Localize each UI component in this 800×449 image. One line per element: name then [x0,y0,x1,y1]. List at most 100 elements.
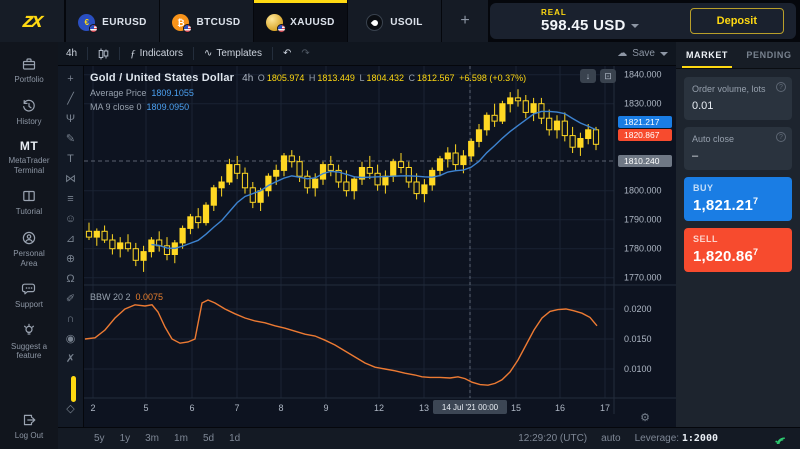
auto-close-value[interactable]: – [692,150,784,162]
indicators-button[interactable]: ƒIndicators [130,48,183,60]
order-volume-field[interactable]: Order volume, lots 0.01 ? [684,77,792,120]
clock-utc: 12:29:20 (UTC) [518,433,587,444]
svg-text:1840.000: 1840.000 [624,70,662,80]
tab-btcusd[interactable]: ₿ BTCUSD [160,0,253,42]
chart-region: +╱Ψ✎T⋈≡☺⊿⊕Ω✐∩◉✗◇ 1840.0001830.0001800.00… [58,66,676,427]
briefcase-icon [21,56,37,72]
svg-text:8: 8 [278,403,283,413]
trend-line-tool[interactable]: ╱ [61,91,81,107]
tab-pending[interactable]: PENDING [738,42,800,68]
chat-bubble-icon [21,281,37,297]
chart-workspace: 4h ƒIndicators ∿Templates ↶ ↷ ☁ Save + ╱ Ψ… [58,42,676,427]
book-icon [21,188,37,204]
help-icon[interactable]: ? [776,82,786,92]
forecast-tool[interactable]: ≡ [61,191,81,207]
screenshot-button[interactable]: ⊡ [600,69,616,83]
axis-settings-gear-icon[interactable]: ⚙ [640,411,650,424]
remove-all-tool[interactable]: ✗ [61,351,81,367]
deposit-button[interactable]: Deposit [690,8,784,34]
sidebar-item-suggest-feature[interactable]: Suggest a feature [0,323,58,361]
svg-text:1780.000: 1780.000 [624,244,662,254]
chart-type-button[interactable] [98,48,109,60]
timeframe-button[interactable]: 4h [66,48,77,59]
range-5y-button[interactable]: 5y [94,433,105,444]
range-5d-button[interactable]: 5d [203,433,214,444]
cloud-icon: ☁ [617,48,627,59]
range-1m-button[interactable]: 1m [174,433,188,444]
svg-text:0.0100: 0.0100 [624,364,652,374]
svg-text:17: 17 [600,403,610,413]
svg-text:1830.000: 1830.000 [624,99,662,109]
hide-all-tool[interactable]: ◉ [61,331,81,347]
candlestick-icon [98,48,109,60]
tab-usoil[interactable]: USOIL [348,0,441,42]
svg-text:2: 2 [90,403,95,413]
sell-price: 1,820.867 [693,247,783,265]
emoji-tool[interactable]: ☺ [61,211,81,227]
svg-text:14 Jul '21 00:00: 14 Jul '21 00:00 [442,403,499,412]
pattern-tool[interactable]: ⋈ [61,171,81,187]
svg-text:1810.240: 1810.240 [624,156,660,166]
sidebar-item-metatrader-terminal[interactable]: MT MetaTrader Terminal [0,139,58,175]
gold-coin-icon [266,14,283,31]
range-1y-button[interactable]: 1y [120,433,131,444]
brand-logo[interactable]: zx [0,0,64,42]
sidebar-item-personal-area[interactable]: Personal Area [0,230,58,268]
tab-eurusd[interactable]: € EURUSD [66,0,159,42]
pitchfork-tool[interactable]: Ψ [61,111,81,127]
svg-text:0.0150: 0.0150 [624,334,652,344]
sell-button[interactable]: SELL 1,820.867 [684,228,792,272]
bottom-bar: 5y 1y 3m 1m 5d 1d 12:29:20 (UTC) auto Le… [58,427,800,449]
crosshair-tool[interactable]: + [61,71,81,87]
svg-text:1820.867: 1820.867 [624,130,660,140]
us-flag-overlay-icon [277,24,286,33]
svg-text:9: 9 [323,403,328,413]
measure-tool[interactable]: ⊿ [61,231,81,247]
redo-button[interactable]: ↷ [301,48,309,59]
magnet-tool[interactable]: Ω [61,271,81,287]
connection-signal-icon [772,433,786,444]
mt-icon: MT [20,139,38,153]
drawing-mode-tool[interactable]: ✐ [61,291,81,307]
tab-xauusd[interactable]: XAUUSD [254,0,347,42]
chart-scroll-marker[interactable] [71,376,76,402]
zoom-in-tool[interactable]: ⊕ [61,251,81,267]
save-layout-button[interactable]: ☁ Save [617,48,668,59]
object-tree-icon[interactable]: ◇ [61,401,81,417]
undo-button[interactable]: ↶ [283,48,291,59]
brand-logo-icon: zx [21,9,43,33]
svg-text:13: 13 [419,403,429,413]
svg-text:15: 15 [511,403,521,413]
account-type-badge: REAL [541,8,639,17]
account-switcher[interactable]: REAL 598.45 USD [541,8,639,34]
add-instrument-button[interactable]: + [442,0,488,42]
eur-flag-icon: € [78,14,95,31]
brush-tool[interactable]: ✎ [61,131,81,147]
toolbar-divider [193,47,194,60]
sidebar-item-tutorial[interactable]: Tutorial [0,188,58,217]
range-3m-button[interactable]: 3m [145,433,159,444]
order-volume-value[interactable]: 0.01 [692,100,784,112]
templates-button[interactable]: ∿Templates [204,48,262,59]
auto-close-field[interactable]: Auto close – ? [684,127,792,170]
sidebar-item-logout[interactable]: Log Out [0,412,58,441]
text-tool[interactable]: T [61,151,81,167]
buy-button[interactable]: BUY 1,821.217 [684,177,792,221]
sidebar-item-portfolio[interactable]: Portfolio [0,56,58,85]
timezone-mode-button[interactable]: auto [601,433,620,444]
scroll-to-recent-button[interactable]: ↓ [580,69,596,83]
leverage-info: Leverage: 1:2000 [635,433,718,444]
price-chart[interactable]: 1840.0001830.0001800.0001790.0001780.000… [84,66,676,427]
help-icon[interactable]: ? [776,132,786,142]
lock-all-tool[interactable]: ∩ [61,311,81,327]
svg-text:1821.217: 1821.217 [624,117,660,127]
sidebar-item-history[interactable]: History [0,98,58,127]
sidebar-item-support[interactable]: Support [0,281,58,310]
toolbar-divider [87,47,88,60]
tab-market[interactable]: MARKET [676,42,738,68]
range-1d-button[interactable]: 1d [229,433,240,444]
templates-icon: ∿ [204,48,212,59]
toolbar-divider [272,47,273,60]
svg-text:1770.000: 1770.000 [624,273,662,283]
account-balance: 598.45 USD [541,17,626,34]
